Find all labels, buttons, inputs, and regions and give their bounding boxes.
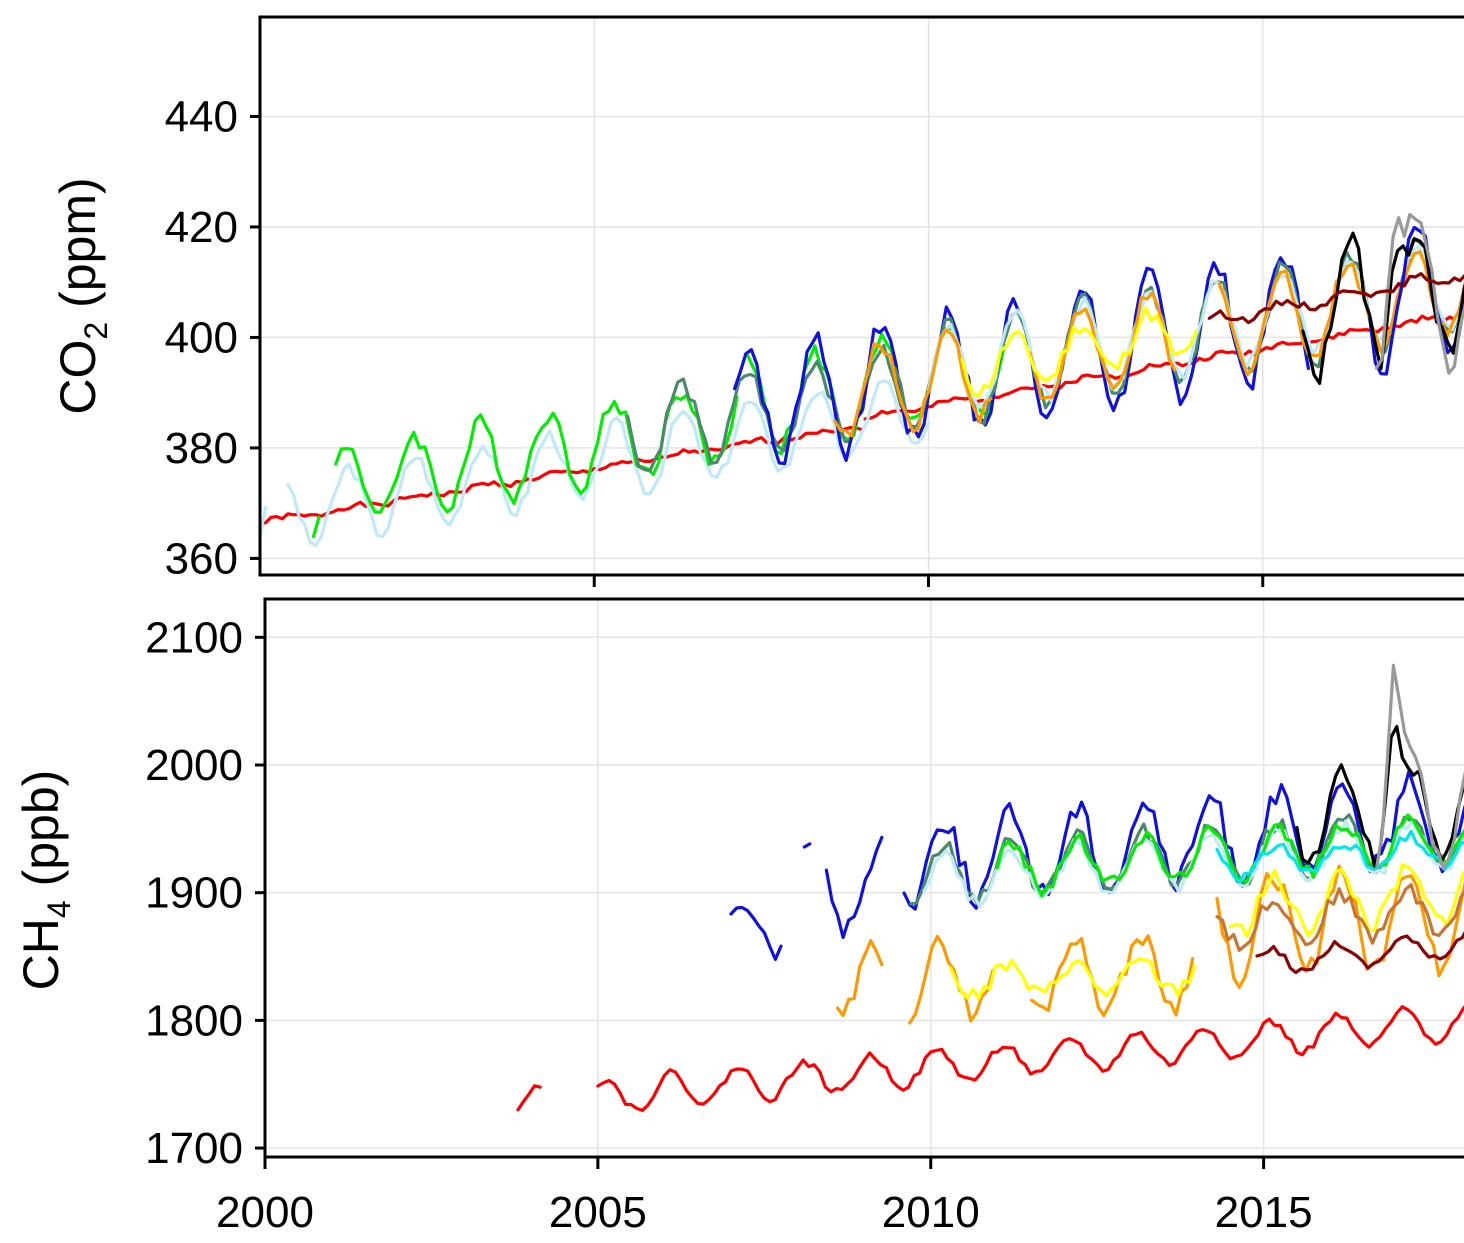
- co2-series-line-4: [311, 393, 739, 539]
- ch4-series-line-14: [1215, 883, 1464, 952]
- ch4-series-line-8: [995, 813, 1464, 898]
- ch4-series-line-1: [516, 1084, 542, 1112]
- co2-series-line-15: [1207, 272, 1464, 325]
- ch4-series-line-15: [1255, 930, 1464, 975]
- co2-y-axis-title-unit: (ppm): [50, 177, 106, 321]
- ch4-axis-ticks: 1700 1800 1900 2000 2100 2000 2005 2010 2015: [145, 613, 1312, 1237]
- ch4-series-line-17: [1375, 663, 1464, 870]
- ch4-y-tick-label: 1900: [145, 869, 243, 918]
- ch4-series-line-4: [802, 835, 884, 940]
- co2-y-tick-label: 360: [165, 534, 238, 583]
- co2-series-line-2: [863, 313, 1464, 421]
- ch4-x-tick-label: 2000: [216, 1188, 314, 1237]
- ch4-series-group: [516, 663, 1464, 1112]
- ch4-series-line-11: [1215, 829, 1464, 884]
- ch4-series-line-12: [1215, 864, 1464, 989]
- co2-series-line-9: [926, 245, 1464, 410]
- ch4-y-tick-label: 1700: [145, 1124, 243, 1173]
- co2-y-axis-title-sub: 2: [78, 322, 114, 340]
- co2-axis-ticks: 360 380 400 420 440: [165, 92, 1265, 587]
- co2-plot-frame: [258, 15, 1464, 577]
- ch4-x-tick-label: 2015: [1215, 1188, 1313, 1237]
- ch4-y-tick-label: 2100: [145, 613, 243, 662]
- co2-series-line-14: [1374, 212, 1464, 375]
- ch4-series-line-9: [835, 934, 1195, 1025]
- ch4-y-axis-title-unit: (ppb): [13, 770, 69, 901]
- ch4-series-line-5: [902, 769, 1464, 911]
- co2-panel: 360 380 400 420 440 CO2 (ppm): [50, 15, 1464, 587]
- ch4-y-tick-label: 1800: [145, 996, 243, 1045]
- ch4-y-axis-title-sub: 4: [41, 900, 77, 918]
- ch4-series-line-2: [596, 1005, 1464, 1112]
- ch4-series-line-10: [949, 957, 1197, 1001]
- co2-y-tick-label: 400: [165, 313, 238, 362]
- co2-y-tick-label: 440: [165, 92, 238, 141]
- co2-y-tick-label: 380: [165, 424, 238, 473]
- ch4-y-axis-title: CH4 (ppb): [13, 770, 77, 991]
- co2-series-line-13: [1301, 231, 1464, 385]
- ch4-y-tick-label: 2000: [145, 741, 243, 790]
- co2-y-axis-title-main: CO: [50, 340, 106, 415]
- ch4-series-line-13: [1228, 863, 1464, 938]
- co2-y-axis-title: CO2 (ppm): [50, 177, 114, 414]
- ch4-y-axis-title-main: CH: [13, 918, 69, 990]
- co2-series-group: [258, 212, 1464, 547]
- ch4-x-tick-label: 2005: [549, 1188, 647, 1237]
- ch4-plot-frame: [263, 597, 1464, 1159]
- ch4-x-tick-label: 2010: [882, 1188, 980, 1237]
- co2-series-line-11: [960, 306, 1198, 398]
- co2-y-tick-label: 420: [165, 203, 238, 252]
- co2-gridlines: [260, 17, 1464, 575]
- ch4-panel: 1700 1800 1900 2000 2100 2000 2005 2010 2015 CH4…: [13, 597, 1464, 1237]
- co2-series-line-1: [258, 425, 864, 526]
- ch4-series-line-3: [729, 905, 783, 961]
